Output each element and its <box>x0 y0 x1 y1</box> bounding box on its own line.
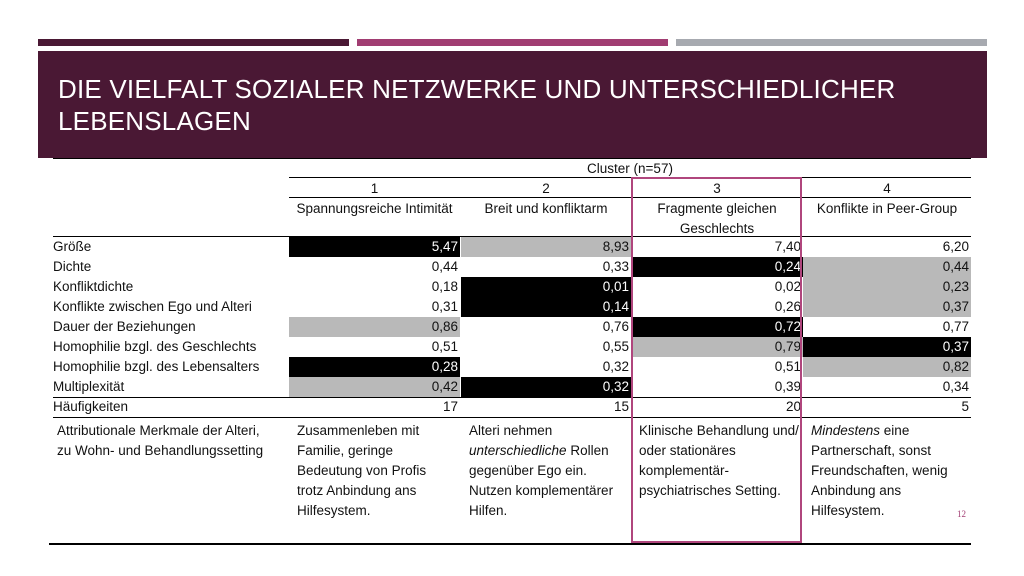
value-cell: 0,32 <box>461 377 631 397</box>
value-cell: 7,40 <box>774 239 801 254</box>
cluster-header-rule <box>289 177 971 178</box>
row-label: Dauer der Beziehungen <box>53 319 196 334</box>
cluster-number-rule <box>289 197 971 198</box>
page-number: 12 <box>957 509 966 519</box>
row-label: Homophilie bzgl. des Lebensalters <box>53 359 260 374</box>
frequency-bottom-rule <box>53 417 971 418</box>
value-cell: 5 <box>961 399 969 414</box>
value-cell: 17 <box>442 399 458 414</box>
accent-bar-magenta <box>357 39 668 46</box>
value-cell: 0,76 <box>602 319 629 334</box>
accent-bar-dark <box>38 39 349 46</box>
value-cell: 0,44 <box>431 259 458 274</box>
value-cell: 0,28 <box>289 357 460 377</box>
value-cell: 8,93 <box>461 237 631 257</box>
cluster-number-2: 2 <box>542 181 550 196</box>
value-cell: 0,51 <box>431 339 458 354</box>
value-cell: 0,44 <box>803 257 971 277</box>
value-cell: 0,72 <box>631 317 803 337</box>
row-label: Dichte <box>53 259 92 274</box>
value-cell: 0,14 <box>461 297 631 317</box>
cluster-name-4: Konflikte in Peer-Group <box>816 201 958 216</box>
row-label: Konfliktdichte <box>53 279 134 294</box>
table-bottom-rule <box>49 543 971 545</box>
value-cell: 0,37 <box>803 297 971 317</box>
row-label: Konflikte zwischen Ego und Alteri <box>53 299 252 314</box>
attributes-c4-italic: Mindestens <box>811 423 881 438</box>
attributes-c4-text: eine Partnerschaft, sonst Freundschaften… <box>811 423 948 518</box>
value-cell: 0,32 <box>602 359 629 374</box>
value-cell: 0,82 <box>803 357 971 377</box>
value-cell: 0,51 <box>774 359 801 374</box>
attributes-cluster-3: Klinische Behandlung und/ oder stationär… <box>639 423 799 498</box>
row-label: Größe <box>53 239 92 254</box>
cluster-name-3: Fragmente gleichen Geschlechts <box>657 201 777 236</box>
slide-title: Die Vielfalt sozialer Netzwerke und unte… <box>58 74 896 136</box>
value-cell: 0,26 <box>774 299 801 314</box>
value-cell: 0,55 <box>602 339 629 354</box>
attributes-cluster-4: Mindestens eine Partnerschaft, sonst Fre… <box>811 421 967 521</box>
value-cell: 0,33 <box>602 259 629 274</box>
value-cell: 0,37 <box>803 337 971 357</box>
value-cell: 0,23 <box>803 277 971 297</box>
cluster-number-4: 4 <box>883 181 891 196</box>
value-cell: 0,02 <box>774 279 801 294</box>
cluster-3-highlight-box <box>631 177 802 543</box>
value-cell: 20 <box>785 399 801 414</box>
row-label: Homophilie bzgl. des Geschlechts <box>53 339 257 354</box>
table-top-rule <box>53 158 971 159</box>
frequency-top-rule <box>53 397 971 398</box>
value-cell: 0,79 <box>631 337 803 357</box>
cluster-name-2: Breit und konfliktarm <box>484 201 608 216</box>
value-cell: 0,77 <box>942 319 969 334</box>
value-cell: 0,01 <box>461 277 631 297</box>
title-banner: Die Vielfalt sozialer Netzwerke und unte… <box>38 51 987 158</box>
cluster-header: Cluster (n=57) <box>587 161 673 176</box>
attributes-c2-text-b: Rollen gegenüber Ego ein. Nutzen komplem… <box>469 443 614 518</box>
value-cell: 0,34 <box>942 379 969 394</box>
attributes-c2-italic: unterschiedliche <box>469 443 567 458</box>
value-cell: 6,20 <box>942 239 969 254</box>
value-cell: 0,24 <box>631 257 803 277</box>
row-label: Häufigkeiten <box>53 399 129 414</box>
value-cell: 5,47 <box>289 237 460 257</box>
value-cell: 0,39 <box>774 379 801 394</box>
attributes-cluster-2: Alteri nehmen unterschiedliche Rollen ge… <box>469 421 629 521</box>
value-cell: 0,86 <box>289 317 460 337</box>
attributes-c2-text-a: Alteri nehmen <box>469 423 553 438</box>
value-cell: 15 <box>613 399 629 414</box>
value-cell: 0,42 <box>289 377 460 397</box>
cluster-number-3: 3 <box>713 181 721 196</box>
value-cell: 0,18 <box>431 279 458 294</box>
header-bottom-rule <box>53 236 971 237</box>
accent-bar-grey <box>676 39 987 46</box>
attributes-cluster-1: Zusammenleben mit Familie, geringe Bedeu… <box>297 423 427 518</box>
cluster-number-1: 1 <box>370 181 379 196</box>
attributes-label: Attributionale Merkmale der Alteri, zu W… <box>57 423 264 458</box>
cluster-name-1: Spannungsreiche Intimität <box>296 201 453 216</box>
value-cell: 0,31 <box>431 299 458 314</box>
row-label: Multiplexität <box>53 379 125 394</box>
